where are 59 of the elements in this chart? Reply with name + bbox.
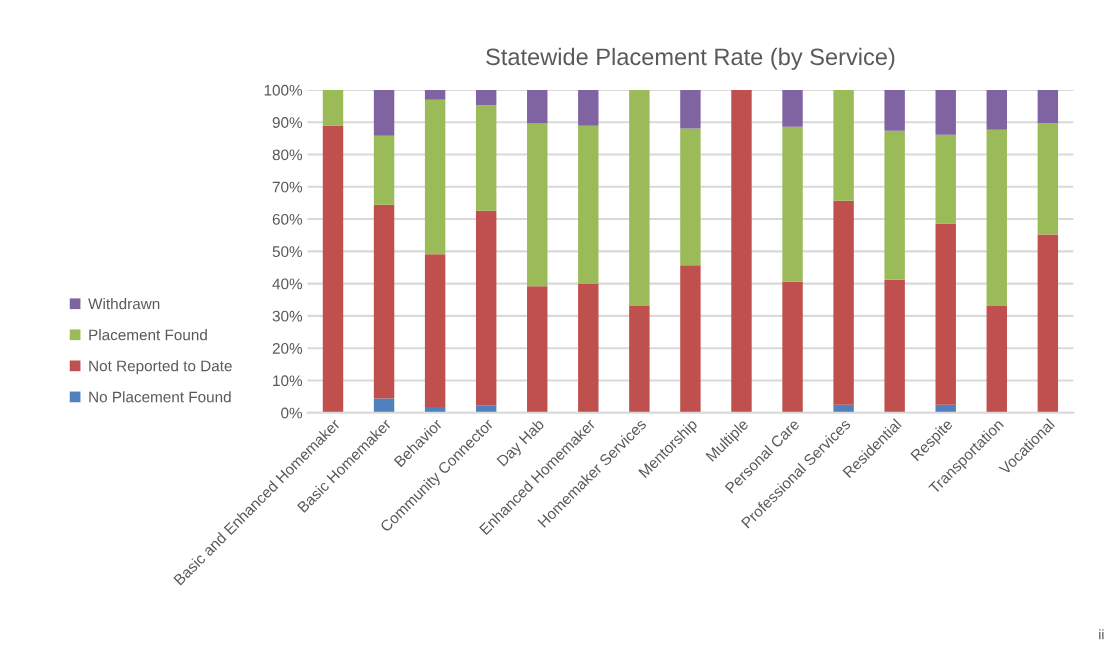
bar (629, 89, 650, 306)
bar (680, 128, 701, 266)
bar (527, 123, 548, 287)
y-tick-label: 80% (272, 149, 303, 161)
bar (475, 89, 497, 106)
bar (782, 281, 803, 413)
bar (884, 89, 905, 131)
bar (475, 405, 497, 413)
bar (782, 126, 803, 282)
bar (424, 254, 446, 407)
bar (578, 283, 599, 413)
bar (629, 305, 650, 413)
chart-title: Statewide Placement Rate (by Service) (486, 47, 895, 70)
bar (373, 204, 395, 399)
bar (527, 286, 548, 413)
bar (424, 99, 446, 255)
bar (986, 305, 1007, 413)
bar (424, 89, 446, 100)
legend-label: No Placement Found (89, 391, 231, 403)
y-tick-label: 70% (272, 181, 303, 193)
bar (475, 210, 497, 406)
bar (322, 125, 344, 413)
bar (680, 89, 701, 129)
y-tick-label: 50% (272, 246, 303, 258)
bar (884, 130, 905, 280)
bar (731, 89, 752, 413)
bar (1037, 122, 1059, 235)
y-tick-label: 60% (272, 213, 303, 225)
bar (373, 398, 395, 413)
bar (475, 105, 497, 211)
y-tick-label: 10% (273, 375, 303, 387)
bar (986, 89, 1007, 130)
bar (833, 89, 854, 201)
y-tick-label: 90% (272, 117, 303, 128)
bar (680, 265, 701, 413)
bar (935, 223, 956, 405)
bar (373, 89, 395, 136)
y-tick-label: 30% (272, 310, 303, 322)
legend-label: Not Reported to Date (89, 360, 232, 375)
bar (935, 89, 956, 135)
bar (578, 125, 599, 284)
legend-label: Withdrawn (88, 298, 160, 310)
bar (1037, 234, 1059, 413)
bar (986, 129, 1007, 306)
bar (527, 89, 548, 124)
text: ii (1099, 629, 1104, 640)
bar (833, 200, 854, 405)
legend-label: Placement Found (89, 329, 207, 341)
y-tick-label: 20% (272, 343, 303, 354)
bar (322, 89, 344, 126)
bar (782, 89, 803, 127)
bar (935, 134, 956, 224)
bar (578, 89, 599, 126)
bar (1037, 89, 1059, 123)
y-tick-label: 40% (272, 278, 303, 290)
bar (373, 135, 395, 205)
bar (884, 279, 905, 413)
y-tick-label: 100% (264, 84, 303, 96)
y-tick-label: 0% (281, 407, 303, 419)
